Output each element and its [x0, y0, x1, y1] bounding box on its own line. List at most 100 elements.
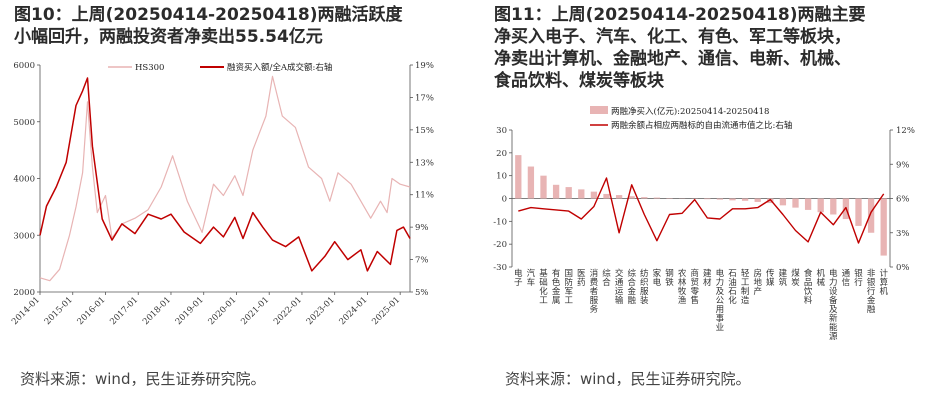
left-y-tick-label: -20 — [493, 240, 507, 250]
net-buy-bar — [767, 198, 774, 204]
net-buy-bar — [704, 198, 711, 200]
category-label: 钢铁 — [665, 268, 674, 288]
net-buy-bar — [628, 196, 635, 199]
right-y-tick-label: 9% — [896, 160, 910, 170]
category-label: 医药 — [577, 269, 586, 288]
x-tick-label: 2021-01 — [239, 295, 271, 327]
left-title-line2: 小幅回升，两融投资者净卖出55.54亿元 — [14, 27, 323, 47]
net-buy-bar — [855, 198, 862, 226]
category-label: 综合 — [602, 268, 611, 288]
right-title-line3: 净卖出计算机、金融地产、通信、电新、机械、 — [494, 49, 851, 69]
category-label: 综合金融 — [627, 268, 636, 306]
category-label: 轻工制造 — [741, 268, 750, 306]
net-buy-bar — [578, 189, 585, 199]
net-buy-bar — [540, 175, 547, 199]
category-label: 电力设备及新能源 — [829, 268, 838, 342]
x-tick-label: 2022-01 — [272, 295, 304, 327]
legend-bar-swatch — [590, 106, 608, 114]
net-buy-bar — [641, 197, 648, 199]
net-buy-bar — [741, 198, 749, 201]
right-y-tick-label: 15% — [415, 126, 434, 136]
margin-ratio-line — [39, 77, 411, 272]
legend-bar-label: 两融净买入(亿元):20250414-20250418 — [611, 106, 769, 117]
left-y-tick-label: 2000 — [13, 288, 35, 298]
left-y-tick-label: 5000 — [13, 118, 35, 128]
category-label: 食品饮料 — [804, 268, 813, 306]
left-figure-title: 图10：上周(20250414-20250418)两融活跃度 小幅回升，两融投资… — [14, 4, 403, 48]
category-label: 机械 — [816, 268, 825, 288]
net-buy-bar — [615, 195, 623, 199]
net-buy-bar — [880, 198, 887, 256]
left-y-tick-label: -30 — [493, 263, 507, 273]
x-tick-label: 2019-01 — [174, 295, 206, 327]
net-buy-bar — [729, 198, 736, 201]
left-title-line1: 图10：上周(20250414-20250418)两融活跃度 — [14, 5, 403, 25]
right-y-tick-label: 6% — [896, 195, 910, 205]
margin-activity-chart: 2000 3000 4000 5000 6000 5% 7% 9% 11% 13% 15% 17% 19… — [10, 61, 434, 327]
left-y-tick-label: 3000 — [13, 231, 35, 241]
category-label: 电力及公用事业 — [716, 268, 725, 333]
category-label: 房地产 — [753, 268, 762, 297]
x-tick-label: 2023-01 — [305, 295, 337, 327]
net-buy-bar — [653, 197, 661, 199]
net-buy-bar — [830, 198, 837, 215]
right-source-note: 资料来源：wind，民生证券研究院。 — [505, 370, 751, 388]
left-y-tick-label: -10 — [493, 217, 507, 227]
x-tick-label: 2016-01 — [76, 295, 108, 327]
net-buy-bar — [590, 191, 598, 199]
x-tick-label: 2025-01 — [370, 295, 402, 327]
net-buy-bar — [527, 166, 535, 199]
category-label: 非银行金融 — [867, 268, 876, 315]
net-buy-bar — [804, 198, 812, 210]
category-label: 建筑 — [779, 268, 788, 288]
legend-hs300-label: HS300 — [135, 63, 164, 73]
category-label: 传媒 — [766, 268, 775, 288]
category-label: 煤炭 — [791, 268, 800, 288]
x-tick-label: 2017-01 — [108, 295, 140, 327]
category-label: 石油石化 — [728, 269, 737, 306]
category-label: 商贸零售 — [690, 268, 699, 306]
left-y-tick-label: 20 — [496, 149, 507, 159]
category-label: 国防军工 — [564, 269, 573, 306]
right-y-tick-label: 9% — [415, 223, 429, 233]
legend-line-label: 两融余额占相应两融标的自由流通市值之比:右轴 — [611, 120, 792, 131]
right-y-tick-label: 7% — [415, 256, 429, 266]
net-buy-bar — [716, 198, 724, 200]
category-label: 银行 — [854, 268, 863, 288]
left-y-tick-label: 30 — [496, 126, 507, 136]
right-y-tick-label: 3% — [896, 229, 910, 239]
left-y-tick-label: 4000 — [13, 175, 35, 185]
net-buy-bar — [565, 187, 572, 199]
right-title-line2: 净买入电子、汽车、化工、有色、军工等板块， — [494, 27, 851, 47]
right-figure-title: 图11：上周(20250414-20250418)两融主要 净买入电子、汽车、化… — [494, 4, 866, 92]
right-y-tick-label: 19% — [415, 61, 434, 71]
category-label: 农林牧渔 — [678, 268, 687, 306]
net-buy-bar — [792, 198, 799, 208]
category-label: 有色金属 — [552, 268, 561, 306]
sector-net-buy-chart: -30 -20 -10 0 10 20 30 0% 3% 6% 9% 12% 两融净买入(亿元):202… — [493, 106, 915, 342]
net-buy-bar — [779, 198, 787, 206]
left-source-note: 资料来源：wind，民生证券研究院。 — [20, 370, 266, 388]
category-label: 计算机 — [879, 268, 888, 297]
x-tick-label: 2015-01 — [43, 295, 75, 327]
category-label: 消费者服务 — [590, 268, 599, 315]
x-tick-label: 2024-01 — [338, 295, 370, 327]
category-label: 家电 — [653, 268, 662, 288]
x-tick-label: 2020-01 — [207, 295, 239, 327]
right-title-line4: 食品饮料、煤炭等板块 — [494, 71, 664, 91]
right-y-tick-label: 13% — [415, 158, 434, 168]
x-tick-label: 2018-01 — [141, 295, 173, 327]
net-buy-bar — [867, 198, 875, 233]
left-y-tick-label: 10 — [496, 172, 507, 182]
margin-balance-ratio-line — [518, 177, 885, 244]
left-y-tick-label: 0 — [502, 195, 507, 205]
right-y-tick-label: 17% — [415, 93, 434, 103]
right-y-tick-label: 12% — [896, 126, 915, 136]
hs300-line — [39, 75, 411, 282]
category-label: 通信 — [842, 268, 851, 288]
category-label: 汽车 — [527, 268, 536, 288]
category-label: 纺织服装 — [640, 268, 649, 306]
category-label: 交通运输 — [615, 268, 624, 306]
net-buy-bar — [754, 198, 761, 202]
left-y-tick-label: 6000 — [13, 61, 35, 71]
